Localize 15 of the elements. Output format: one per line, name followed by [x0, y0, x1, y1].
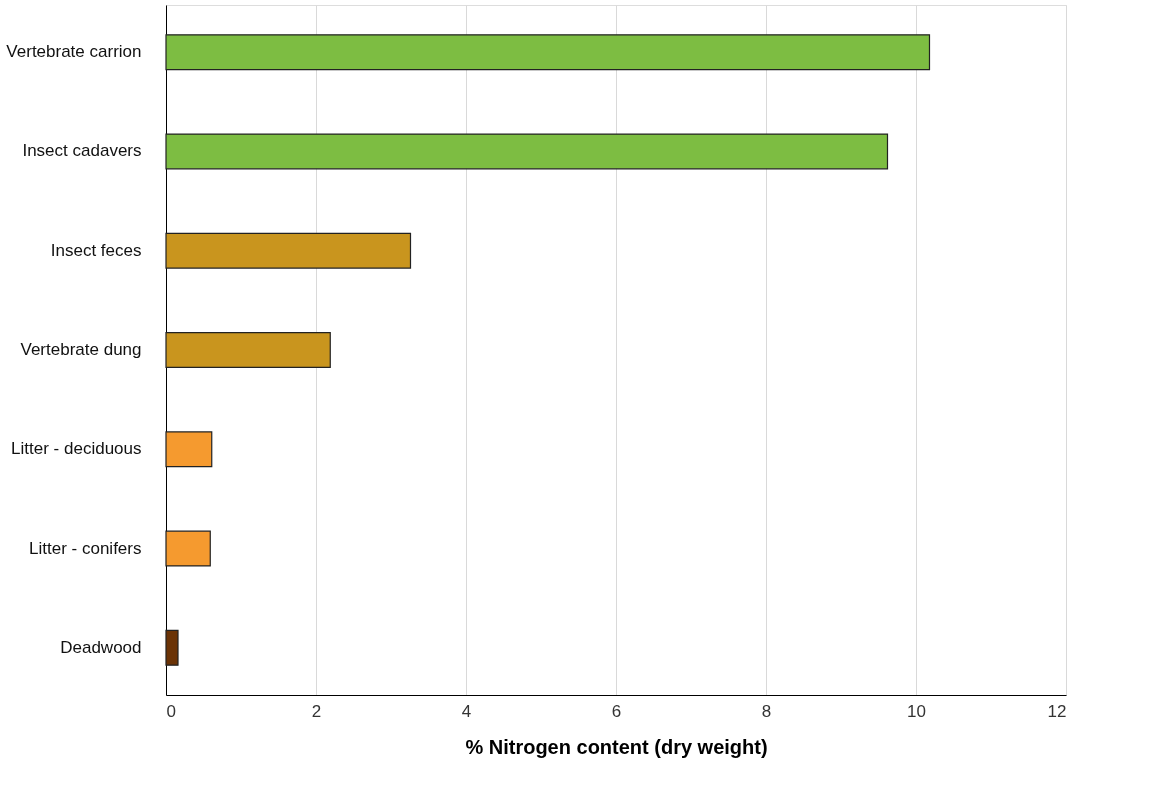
- x-tick-label: 0: [166, 701, 176, 721]
- x-tick-label: 12: [1047, 701, 1067, 721]
- y-tick-label: Litter - conifers: [29, 538, 142, 558]
- x-tick-label: 10: [907, 701, 926, 721]
- y-tick-label: Litter - deciduous: [11, 439, 142, 459]
- x-axis-title: % Nitrogen content (dry weight): [465, 735, 768, 758]
- y-tick-label: Insect feces: [50, 240, 142, 260]
- x-tick-label: 8: [761, 701, 772, 721]
- x-tick-label: 6: [611, 701, 622, 721]
- y-tick-label: Insect cadavers: [22, 141, 142, 161]
- y-tick-label: Vertebrate carrion: [6, 42, 142, 62]
- y-tick-label: Vertebrate dung: [20, 340, 142, 359]
- y-tick-label: Deadwood: [60, 637, 142, 657]
- x-tick-label: 4: [461, 701, 472, 721]
- x-tick-label: 2: [311, 701, 322, 721]
